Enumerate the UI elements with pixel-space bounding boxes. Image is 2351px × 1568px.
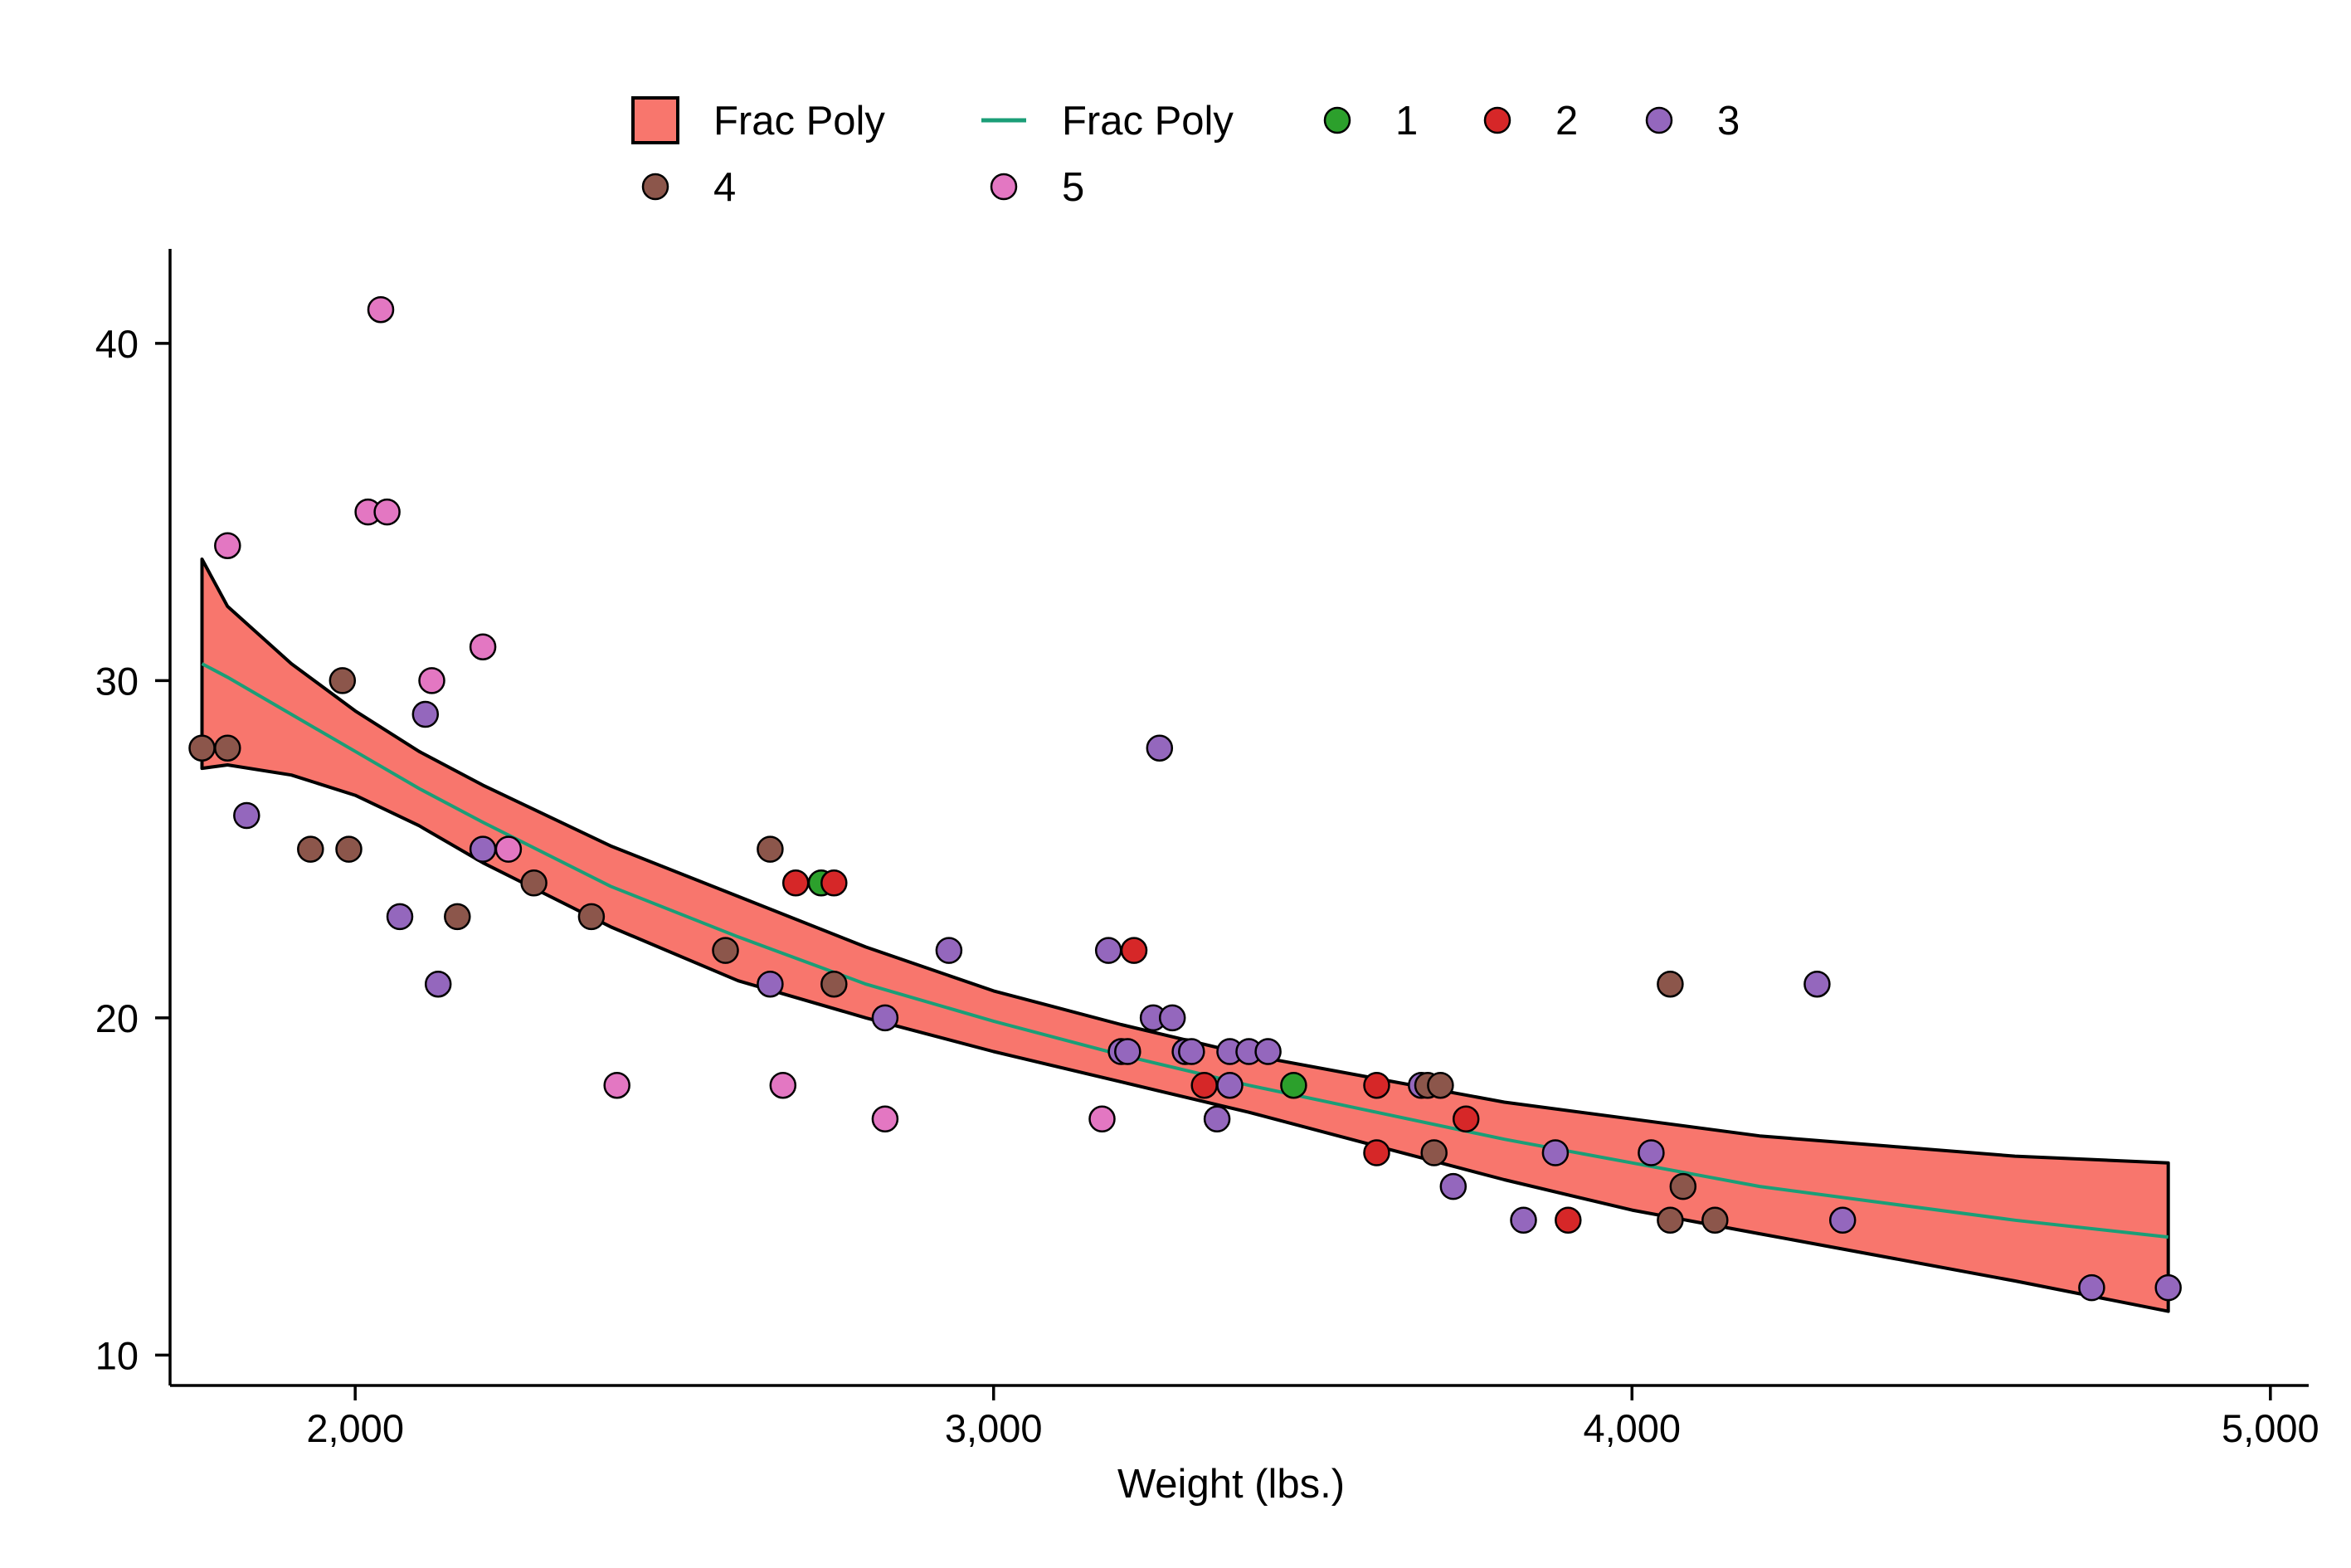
x-tick-label: 3,000 <box>945 1406 1043 1450</box>
point-series-4 <box>335 835 363 863</box>
point-series-4 <box>757 835 784 863</box>
point-series-3 <box>1203 1105 1231 1133</box>
legend-marker-swatch <box>990 173 1018 201</box>
point-series-2 <box>1363 1139 1390 1166</box>
point-series-4 <box>1657 1206 1684 1234</box>
point-series-2 <box>1452 1105 1480 1133</box>
point-series-4 <box>188 734 216 762</box>
legend-item-2: 1 <box>1323 99 1418 144</box>
fit-line <box>201 662 2168 1239</box>
point-series-3 <box>424 970 452 998</box>
point-series-5 <box>871 1105 899 1133</box>
point-series-4 <box>520 869 548 897</box>
plot-area <box>188 295 2182 1313</box>
legend-item-6: 5 <box>990 165 1084 210</box>
point-series-2 <box>1555 1206 1582 1234</box>
legend: Frac Poly Frac Poly 1 2 3 4 5 <box>631 96 1740 210</box>
point-series-3 <box>1803 970 1831 998</box>
legend-marker-swatch <box>641 173 669 201</box>
point-series-5 <box>418 667 445 694</box>
legend-label: 1 <box>1395 99 1418 144</box>
x-axis-title: Weight (lbs.) <box>1117 1462 1345 1507</box>
x-tick-label: 5,000 <box>2222 1406 2319 1450</box>
legend-item-1: Frac Poly <box>981 99 1234 144</box>
x-tick-label: 2,000 <box>306 1406 404 1450</box>
point-series-3 <box>1216 1071 1244 1099</box>
point-series-1 <box>1280 1071 1307 1099</box>
point-series-2 <box>1120 937 1148 964</box>
point-series-3 <box>1510 1206 1537 1234</box>
point-series-3 <box>1094 937 1122 964</box>
point-series-5 <box>603 1071 630 1099</box>
point-series-3 <box>411 700 440 728</box>
point-series-5 <box>469 633 497 660</box>
y-tick-label: 40 <box>95 322 139 366</box>
legend-marker-swatch <box>1645 106 1673 134</box>
point-series-3 <box>386 903 414 931</box>
legend-label: 2 <box>1555 99 1578 144</box>
y-tick-label: 20 <box>95 996 139 1040</box>
y-tick-label: 10 <box>95 1333 139 1377</box>
legend-marker-swatch <box>1323 106 1351 134</box>
point-series-4 <box>297 835 324 863</box>
point-series-5 <box>769 1071 797 1099</box>
point-series-4 <box>1701 1206 1729 1234</box>
legend-item-5: 4 <box>641 165 736 210</box>
legend-item-3: 2 <box>1483 99 1578 144</box>
point-series-2 <box>820 869 848 897</box>
point-series-4 <box>1427 1071 1454 1099</box>
axes: 2,000 3,000 4,000 5,000 10 20 30 40 <box>95 249 2319 1450</box>
point-series-4 <box>444 903 471 931</box>
point-series-4 <box>820 970 848 998</box>
point-series-3 <box>1158 1004 1186 1032</box>
point-series-3 <box>1439 1172 1468 1200</box>
point-series-2 <box>1363 1071 1390 1099</box>
point-series-3 <box>469 835 497 863</box>
point-series-5 <box>367 295 395 324</box>
legend-label: 4 <box>713 165 736 210</box>
legend-band-swatch <box>631 96 679 144</box>
confidence-band <box>200 558 2170 1313</box>
point-series-2 <box>1190 1071 1218 1099</box>
point-series-5 <box>494 835 523 863</box>
legend-label: Frac Poly <box>713 99 885 144</box>
point-series-4 <box>1420 1139 1448 1166</box>
point-series-3 <box>2078 1273 2105 1302</box>
point-series-4 <box>712 937 739 964</box>
point-series-3 <box>1254 1038 1282 1065</box>
point-series-3 <box>1178 1038 1205 1065</box>
legend-item-4: 3 <box>1645 99 1740 144</box>
legend-label: 5 <box>1062 165 1084 210</box>
legend-marker-swatch <box>1483 106 1511 134</box>
point-series-4 <box>1669 1172 1697 1200</box>
point-series-3 <box>1146 734 1174 762</box>
point-series-3 <box>233 801 260 830</box>
x-tick-label: 4,000 <box>1583 1406 1681 1450</box>
point-series-3 <box>871 1004 899 1032</box>
point-series-3 <box>1828 1206 1857 1234</box>
legend-item-0: Frac Poly <box>631 96 885 144</box>
point-series-5 <box>373 498 401 526</box>
point-series-3 <box>1638 1139 1665 1166</box>
legend-label: 3 <box>1717 99 1740 144</box>
point-series-3 <box>1114 1038 1141 1065</box>
point-series-2 <box>781 869 810 897</box>
point-series-3 <box>757 970 784 998</box>
point-series-4 <box>329 667 357 694</box>
point-series-5 <box>214 532 241 559</box>
y-tick-label: 30 <box>95 659 139 703</box>
point-series-3 <box>935 937 963 964</box>
point-series-5 <box>1088 1105 1116 1133</box>
point-series-4 <box>577 903 606 931</box>
point-series-3 <box>1541 1139 1570 1166</box>
point-series-3 <box>2154 1273 2182 1302</box>
data-points <box>188 295 2182 1302</box>
legend-label: Frac Poly <box>1062 99 1234 144</box>
point-series-4 <box>1657 970 1684 998</box>
point-series-4 <box>214 734 241 762</box>
